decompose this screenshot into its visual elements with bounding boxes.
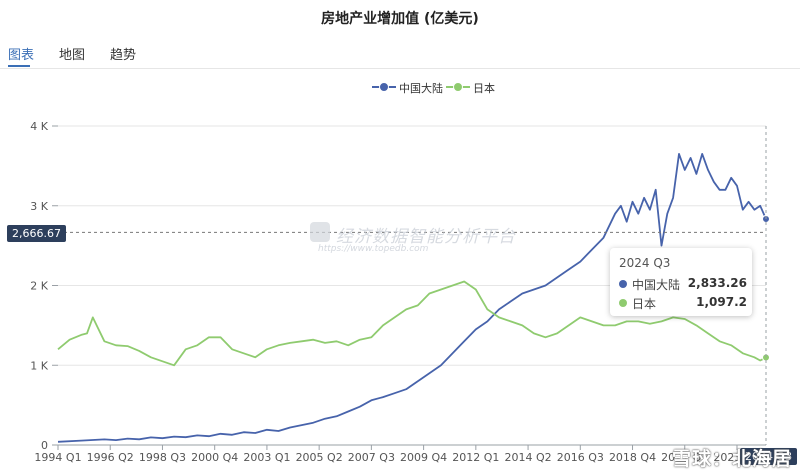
x-tick-label: 2014 Q2 — [504, 451, 551, 464]
x-axis-ticks: 1994 Q1 1996 Q2 1998 Q3 2000 Q4 2003 Q1 2005 … — [34, 445, 761, 464]
tooltip-value-japan: 1,097.2 — [696, 295, 747, 309]
legend-label-japan: 日本 — [473, 82, 495, 95]
tooltip-name-japan: 日本 — [632, 297, 657, 311]
y-tick-label: 1 K — [30, 359, 48, 372]
corner-watermark: 雪球：北海居 — [672, 448, 793, 470]
tooltip-value-china: 2,833.26 — [687, 276, 747, 290]
x-tick-label: 2012 Q1 — [452, 451, 499, 464]
x-tick-label: 2005 Q2 — [296, 451, 343, 464]
x-tick-label: 1994 Q1 — [34, 451, 81, 464]
tooltip-row-china: 中国大陆 2,833.26 — [619, 276, 747, 292]
y-tick-label: 3 K — [30, 200, 48, 213]
axis-pointer-label: 2024 Q3 — [740, 448, 798, 465]
tab-trend[interactable]: 趋势 — [110, 48, 137, 63]
tooltip-marker-japan — [619, 299, 627, 307]
watermark-url: https://www.topedb.com — [318, 244, 429, 254]
y-tick-label: 4 K — [30, 120, 48, 133]
x-tick-label: 2007 Q3 — [348, 451, 395, 464]
x-tick-label: 2021 Q1 — [661, 451, 708, 464]
legend-marker-japan — [453, 82, 463, 92]
series-line-japan — [57, 280, 767, 367]
x-tick-label: 2016 Q3 — [557, 451, 604, 464]
chart-title: 房地产业增加值 (亿美元) — [321, 11, 479, 27]
x-tick-label: 2009 Q4 — [400, 451, 447, 464]
watermark-logo-icon — [310, 222, 330, 242]
legend-marker-china — [379, 82, 389, 92]
tooltip-marker-china — [619, 280, 627, 288]
x-tick-label: 1996 Q2 — [87, 451, 134, 464]
chart-legend: 中国大陆 日本 — [0, 78, 800, 96]
active-tab-indicator — [8, 65, 30, 67]
y-axis-ticks: 0 1 K 2 K 3 K 4 K — [30, 120, 48, 452]
series-lines — [57, 153, 767, 443]
y-tick-label: 0 — [41, 439, 48, 452]
tooltip-row-japan: 日本 1,097.2 — [619, 295, 747, 311]
x-tick-label: 1998 Q3 — [139, 451, 186, 464]
reference-value-label: 2,666.67 — [7, 225, 66, 242]
watermark-text: 经济数据智能分析平台 — [336, 227, 516, 247]
x-tick-label: 2018 Q4 — [609, 451, 656, 464]
data-tooltip: 2024 Q3 中国大陆 2,833.26 日本 1,097.2 — [610, 248, 752, 316]
x-tick-label: 2003 Q1 — [243, 451, 290, 464]
tooltip-title: 2024 Q3 — [619, 256, 671, 270]
chart-overlay — [58, 126, 770, 445]
series-line-china — [57, 153, 767, 443]
tab-map[interactable]: 地图 — [59, 48, 86, 63]
tab-bar: 图表 地图 趋势 — [0, 40, 800, 69]
tab-chart[interactable]: 图表 — [8, 48, 35, 63]
tooltip-name-china: 中国大陆 — [632, 278, 681, 292]
x-tick-label: 2000 Q4 — [191, 451, 238, 464]
legend-label-china: 中国大陆 — [399, 82, 443, 95]
y-tick-label: 2 K — [30, 280, 48, 293]
